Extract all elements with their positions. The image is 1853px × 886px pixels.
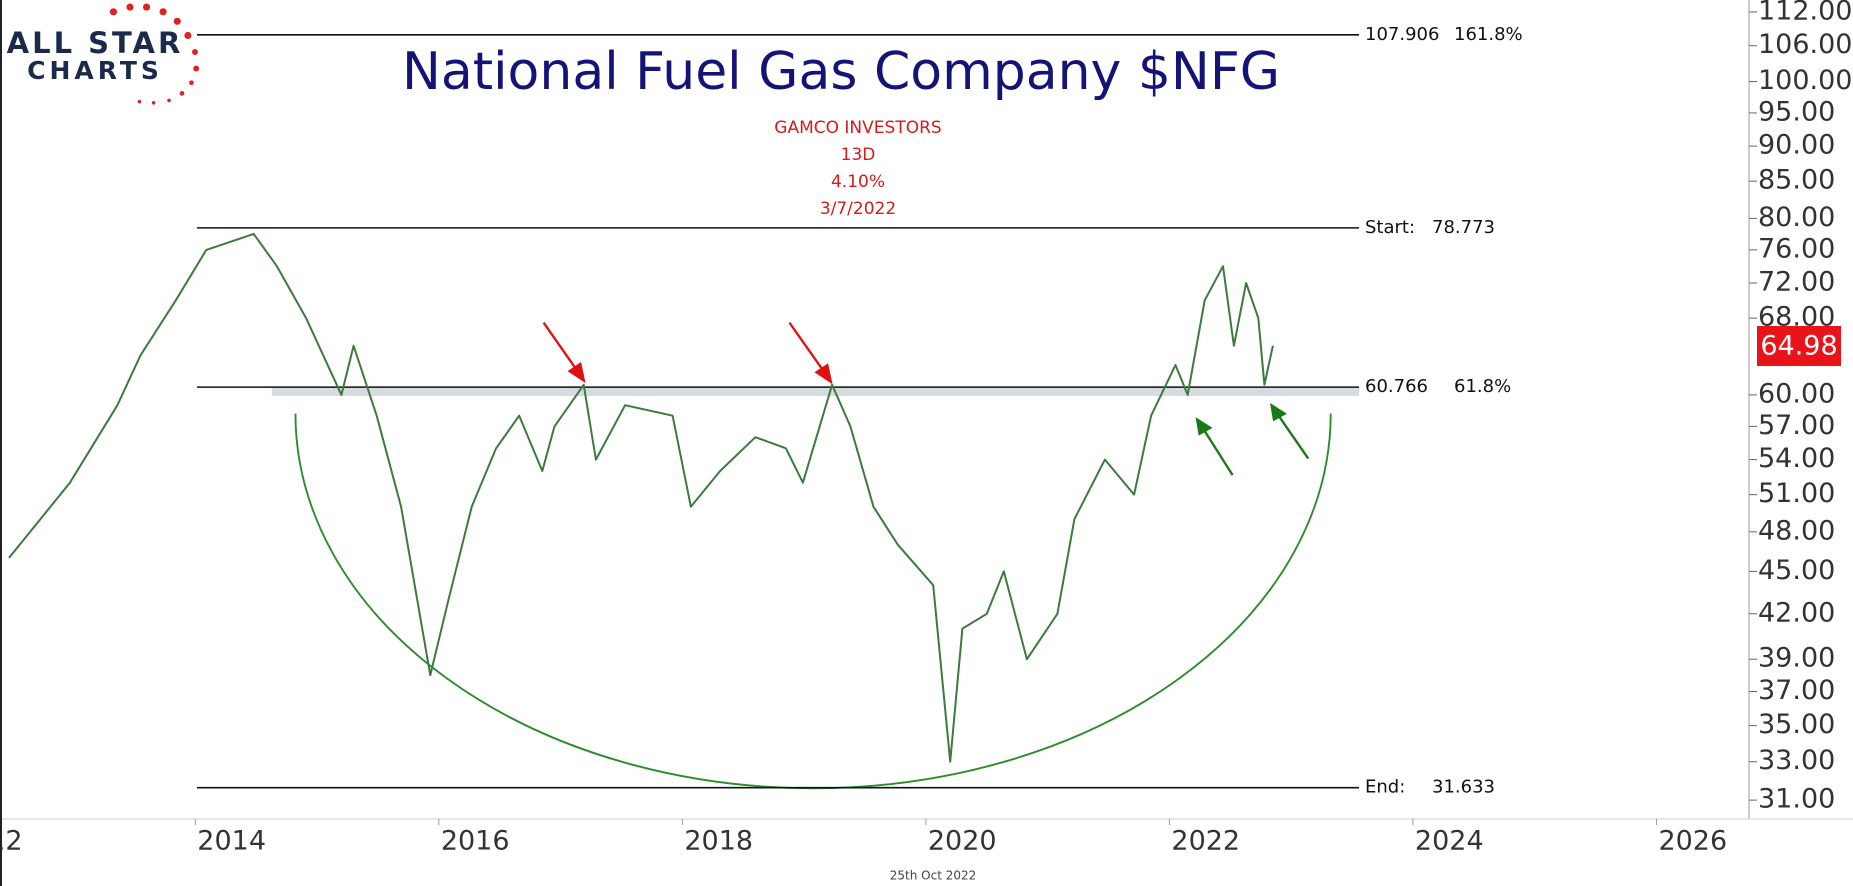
x-tick-label: 2016 [441,826,510,857]
annotation: GAMCO INVESTORS [774,118,941,138]
y-tick-label: 95.00 [1758,96,1835,127]
logo-stars [109,3,200,105]
level-value: 31.633 [1432,777,1495,798]
last-price-label: 64.98 [1760,330,1837,361]
x-tick-label: 2012 [0,826,22,857]
y-tick-label: 45.00 [1758,555,1835,586]
y-tick-label: 112.00 [1758,0,1852,26]
level-pct: 61.8% [1454,376,1511,397]
y-tick-label: 33.00 [1758,745,1835,776]
y-tick-label: 60.00 [1758,378,1835,409]
y-tick-label: 76.00 [1758,233,1835,264]
x-tick-label: 2014 [197,826,266,857]
level-value: 60.766 [1365,376,1428,397]
level-pct: 161.8% [1454,24,1523,45]
chart-title: National Fuel Gas Company $NFG [402,42,1280,102]
red-arrows [542,321,833,385]
x-tick-label: 2022 [1171,826,1240,857]
y-tick-label: 51.00 [1758,478,1835,509]
annotation: 13D [841,145,876,165]
logo-text: ALL STAR [7,26,184,60]
y-tick-label: 80.00 [1758,202,1835,233]
footer-date: 25th Oct 2022 [890,869,977,883]
level-name: Start: [1365,217,1415,238]
x-tick-label: 2024 [1415,826,1484,857]
y-tick-label: 35.00 [1758,709,1835,740]
annotation: 3/7/2022 [820,199,896,219]
x-tick-label: 2020 [928,826,997,857]
green-arrows [1195,402,1310,476]
level-value: 78.773 [1432,217,1495,238]
y-tick-label: 54.00 [1758,443,1835,474]
annotation: 4.10% [831,172,885,192]
y-tick-label: 48.00 [1758,515,1835,546]
y-tick-label: 31.00 [1758,784,1835,815]
x-tick-label: 2026 [1658,826,1727,857]
x-tick-label: 2018 [684,826,753,857]
y-tick-label: 42.00 [1758,597,1835,628]
price-line [8,232,1274,763]
last-price-box [1757,325,1841,366]
y-tick-label: 90.00 [1758,130,1835,161]
support-band [271,386,1360,396]
y-tick-label: 100.00 [1758,65,1852,96]
y-tick-label: 85.00 [1758,165,1835,196]
y-tick-label: 106.00 [1758,29,1852,60]
y-tick-label: 39.00 [1758,643,1835,674]
y-tick-label: 72.00 [1758,267,1835,298]
level-value: 107.906 [1365,24,1439,45]
logo-text: CHARTS [27,56,163,85]
y-tick-label: 57.00 [1758,410,1835,441]
y-tick-label: 37.00 [1758,675,1835,706]
level-name: End: [1365,777,1405,798]
